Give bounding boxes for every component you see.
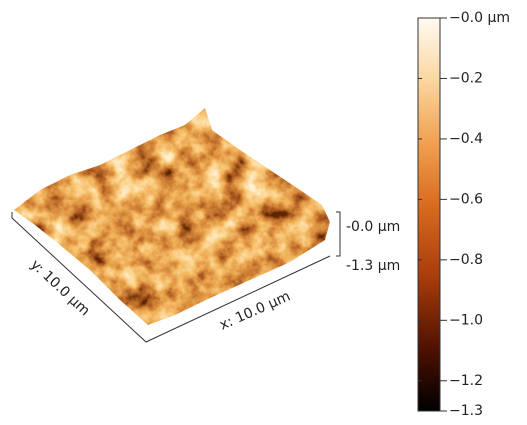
z-bottom-label: -1.3 µm: [346, 258, 400, 274]
colorbar-tick-label: −0.2: [449, 70, 483, 86]
y-axis-label: y: 10.0 µm: [27, 257, 92, 320]
z-top-label: -0.0 µm: [346, 219, 400, 235]
x-axis-label: x: 10.0 µm: [217, 288, 293, 333]
colorbar-tick-label: −0.4: [449, 131, 483, 147]
z-bracket: [336, 212, 340, 256]
chart: y: 10.0 µm x: 10.0 µm -0.0 µm -1.3 µm −0…: [0, 0, 527, 421]
colorbar: [418, 18, 440, 411]
colorbar-tick-label: −1.2: [449, 373, 483, 389]
colorbar-tick-label: −0.8: [449, 252, 483, 268]
colorbar-tick-label: −1.3: [449, 403, 483, 419]
colorbar-tick-label: −1.0: [449, 312, 483, 328]
colorbar-tick-label: −0.6: [449, 191, 483, 207]
colorbar-tick-label: −0.0 µm: [449, 10, 510, 26]
